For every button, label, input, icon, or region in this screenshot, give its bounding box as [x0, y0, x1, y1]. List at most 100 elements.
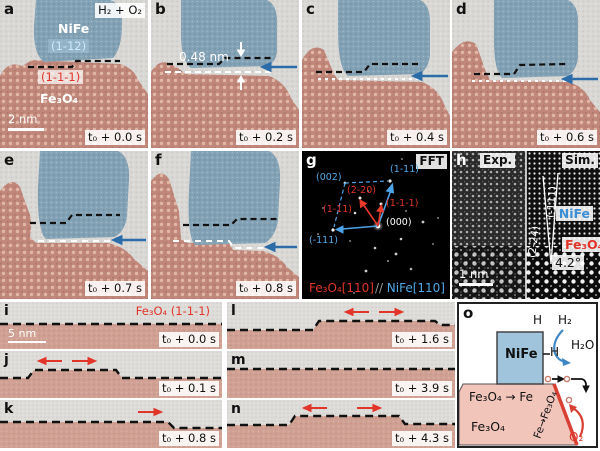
- nife-plane-label: (1-12): [48, 39, 90, 53]
- strip-l-micrograph: l t₀ + 1.6 s: [227, 302, 455, 349]
- timestamp: t₀ + 0.1 s: [158, 381, 219, 396]
- spot-1-11-fe3o4-label: (1-11): [323, 204, 352, 215]
- fe3o4-crystal: [151, 173, 299, 299]
- step-motion-arrow-right: [72, 356, 98, 366]
- timestamp: t₀ + 1.6 s: [391, 332, 452, 347]
- timestamp: t₀ + 0.0 s: [84, 130, 145, 145]
- panel-label: c: [306, 0, 315, 18]
- strip-j-micrograph: j t₀ + 0.1 s: [0, 351, 222, 398]
- nife-crystal: [338, 0, 431, 76]
- panel-g-fft: g FFT (002) (1-11) (2-20) (1-11) (1-1-1)…: [302, 151, 450, 299]
- panel-label: f: [155, 151, 162, 169]
- surface-step-line: [0, 368, 222, 380]
- timestamp: t₀ + 0.6 s: [536, 130, 597, 145]
- fe3o4-label: Fe₃O₄: [562, 237, 600, 252]
- nife-crystal: [188, 151, 281, 245]
- nife-crystal: [493, 0, 579, 78]
- surface-step-line: [0, 420, 222, 430]
- strip-k-micrograph: k t₀ + 0.8 s: [0, 400, 222, 448]
- panel-label: d: [456, 0, 467, 18]
- oxidation-front-line: [552, 383, 579, 446]
- interface-dashed-line: [28, 59, 120, 69]
- fe-diffusion-arrow: [552, 375, 566, 383]
- spot-000-label: (000): [386, 217, 412, 228]
- panel-label: n: [231, 401, 241, 417]
- panel-a-micrograph: a H₂ + O₂ NiFe (1-12) (1-1-1) Fe₃O₄ 2 nm…: [0, 0, 148, 148]
- scale-bar-label: 5 nm: [8, 327, 37, 340]
- fe3o4-crystal: [452, 41, 600, 148]
- panel-label: i: [4, 303, 9, 319]
- step-motion-arrow-left: [36, 356, 62, 366]
- fe3o4-label: Fe₃O₄: [40, 91, 79, 106]
- scale-bar-label: 1 nm: [459, 267, 489, 281]
- hydrogen-side-label: H: [550, 345, 560, 359]
- nife-label: NiFe: [58, 21, 90, 36]
- step-motion-arrow-right: [357, 403, 383, 413]
- spot--111-label: (-111): [309, 235, 338, 246]
- interface-pointer-arrow: [560, 73, 598, 85]
- strip-i-micrograph: i Fe₃O₄ (1-1-1) 5 nm t₀ + 0.0 s: [0, 302, 222, 349]
- nife-crystal: [180, 0, 278, 68]
- hydrogen-top-label: H: [533, 313, 543, 327]
- timestamp: t₀ + 0.0 s: [158, 332, 219, 347]
- o2-label: O₂: [569, 430, 584, 444]
- interface-dashed-line: [316, 62, 420, 74]
- panel-label: m: [231, 352, 246, 368]
- experimental-badge: Exp.: [480, 153, 516, 168]
- scale-bar-label: 2 nm: [8, 112, 38, 126]
- step-motion-arrow-left: [343, 307, 369, 317]
- spot-1-11-nife-label: (1-11): [390, 164, 419, 175]
- simulation-badge: Sim.: [562, 153, 598, 168]
- panel-label: a: [4, 0, 15, 18]
- h2-to-h2o-arrow: [553, 329, 571, 366]
- interface-dashed-line: [183, 217, 277, 227]
- timestamp: t₀ + 4.3 s: [391, 431, 452, 446]
- interface-dashed-line: [167, 56, 271, 66]
- fe3o4-crystal: [0, 60, 148, 148]
- spot-002-label: (002): [316, 172, 342, 183]
- scale-bar: [459, 283, 493, 286]
- fe3o4-zone-axis-label: Fe₃O₄[110]: [309, 281, 374, 295]
- strip-n-micrograph: n t₀ + 4.3 s: [227, 400, 455, 448]
- spot-1-1-1-label: (1-1-1): [386, 198, 419, 209]
- interface-dashed-line: [30, 213, 120, 225]
- interface-dashed-line: [474, 62, 567, 76]
- step-motion-arrow-right: [379, 307, 405, 317]
- o2-arrow: [569, 404, 584, 438]
- timestamp: t₀ + 3.9 s: [391, 381, 452, 396]
- misorientation-angle-label: 4.2°: [552, 255, 585, 270]
- spot-2-20-label: (2-20): [347, 185, 376, 196]
- nife-label: NiFe: [555, 206, 593, 221]
- reduction-reaction-label: Fe₃O₄ → Fe: [469, 390, 534, 404]
- nife-particle: [496, 331, 544, 385]
- panel-label: o: [463, 304, 474, 322]
- panel-label: h: [456, 151, 467, 169]
- timestamp: t₀ + 0.2 s: [235, 130, 296, 145]
- interface-pointer-arrow: [110, 234, 146, 246]
- parallel-separator: //: [375, 281, 384, 295]
- h2o-label: H₂O: [571, 338, 595, 352]
- step-motion-arrow-right: [138, 407, 164, 417]
- panel-label: j: [4, 352, 9, 368]
- panel-b-micrograph: b 0.48 nm t₀ + 0.2 s: [151, 0, 299, 148]
- fe3o4-crystal: [302, 47, 450, 148]
- fe3o4-plane-label: (1-1-1): [38, 70, 84, 84]
- fe3o4-crystal: [0, 181, 148, 299]
- panel-label: g: [306, 151, 317, 169]
- h2-label: H₂: [558, 313, 572, 327]
- experimental-fe3o4-lattice: [452, 246, 526, 299]
- panel-d-micrograph: d t₀ + 0.6 s: [452, 0, 600, 148]
- nife-zone-axis-label: NiFe[110]: [386, 281, 445, 295]
- nife-reciprocal-vectors: [334, 182, 395, 234]
- gap-distance-label: 0.48 nm: [179, 50, 229, 64]
- fe-diffusion-arrow-corner: [571, 378, 590, 394]
- panel-label: l: [231, 303, 236, 319]
- fe3o4-crystal: [151, 62, 299, 148]
- panel-f-micrograph: f t₀ + 0.8 s: [151, 151, 299, 299]
- surface-step-line: [227, 414, 455, 427]
- panel-o-schematic: o H H₂ H₂O H NiFe Fe₃O₄ → Fe Fe₃O₄ Fe→Fe…: [457, 302, 598, 448]
- panel-label: k: [4, 401, 14, 417]
- fft-badge: FFT: [416, 154, 447, 169]
- timestamp: t₀ + 0.8 s: [235, 281, 296, 296]
